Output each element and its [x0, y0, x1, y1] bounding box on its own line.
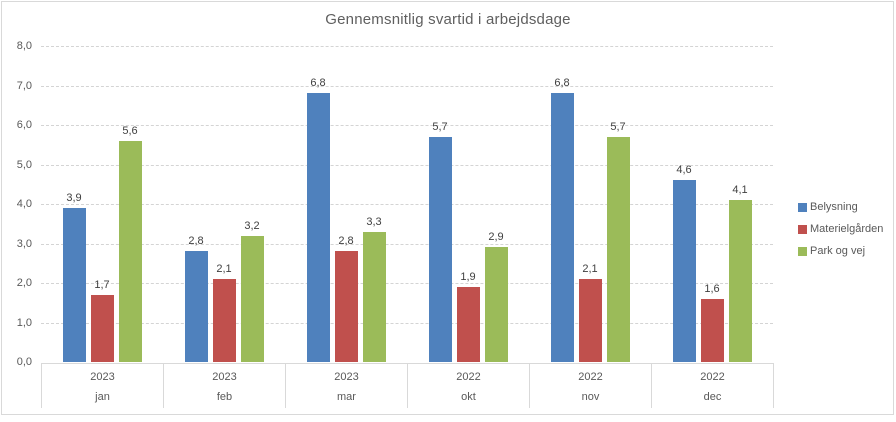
gridline	[41, 85, 773, 87]
bar-value-label: 3,3	[366, 215, 382, 228]
category-month-label: jan	[95, 391, 110, 403]
bar-value-label: 4,6	[676, 164, 692, 177]
legend-label: Materielgården	[810, 223, 884, 235]
gridline	[41, 322, 773, 324]
gridline	[41, 164, 773, 166]
bar-belysning	[672, 180, 696, 362]
category-year-label: 2023	[334, 371, 359, 383]
chart-title: Gennemsnitlig svartid i arbejdsdage	[325, 11, 571, 28]
bar-value-label: 2,1	[216, 263, 232, 276]
gridline	[41, 283, 773, 284]
y-axis-tick-label: 3,0	[16, 237, 32, 250]
gridline	[41, 125, 773, 126]
x-axis-category: 2023 mar	[286, 364, 408, 408]
category-month-label: nov	[581, 391, 600, 403]
bar-value-label: 5,7	[610, 120, 626, 133]
category-year-label: 2022	[700, 371, 725, 383]
y-axis-tick-label: 0,0	[16, 356, 32, 368]
bar-belysning	[428, 136, 452, 362]
legend-color-swatch	[798, 202, 807, 212]
y-axis-tick-label: 2,0	[16, 277, 32, 289]
bar-belysning	[306, 93, 330, 362]
bar-value-label: 5,6	[122, 124, 138, 137]
bar-materielg-rden	[212, 279, 236, 362]
bar-value-label: 1,7	[94, 278, 110, 291]
bar-value-label: 4,1	[732, 184, 748, 197]
bar-value-label: 2,9	[488, 231, 504, 244]
bar-park-og-vej	[240, 235, 264, 362]
plot-area: 3,9 2,8 6,8 5,7 6,8 4,6 1,7 2,1 2,8 1,9 2,1 1,6 5,6 3…	[41, 46, 773, 362]
bar-value-label: 3,9	[66, 191, 82, 204]
bar-materielg-rden	[700, 298, 724, 362]
x-axis-category: 2022 dec	[652, 364, 774, 408]
bar-materielg-rden	[578, 279, 602, 362]
x-axis: 2023 jan 2023 feb 2023 mar 2022 okt 2022 nov 2022 d…	[41, 363, 774, 408]
category-month-label: mar	[337, 391, 356, 403]
bar-park-og-vej	[484, 247, 508, 362]
legend-label: Belysning	[810, 201, 858, 213]
bar-park-og-vej	[728, 200, 752, 362]
x-axis-category: 2023 feb	[164, 364, 286, 408]
bar-value-label: 6,8	[310, 77, 326, 90]
y-axis-tick-label: 5,0	[16, 158, 32, 171]
bar-belysning	[184, 251, 208, 362]
y-axis-tick-label: 8,0	[16, 40, 32, 52]
category-month-label: feb	[216, 391, 233, 403]
y-axis-tick-label: 1,0	[16, 316, 32, 329]
bar-materielg-rden	[334, 251, 358, 362]
bar-value-label: 5,7	[432, 120, 448, 133]
bar-park-og-vej	[606, 136, 630, 362]
legend-item: Park og vej	[798, 244, 883, 258]
category-month-label: okt	[461, 391, 476, 403]
legend-label: Park og vej	[810, 245, 866, 257]
bar-park-og-vej	[118, 140, 142, 362]
legend-color-swatch	[798, 224, 807, 234]
bar-belysning	[550, 93, 574, 362]
legend-item: Materielgården	[798, 222, 883, 236]
y-axis-tick-label: 6,0	[16, 119, 32, 131]
bar-belysning	[62, 207, 86, 362]
bar-value-label: 2,1	[582, 263, 598, 276]
legend: Belysning Materielgården Park og vej	[798, 200, 883, 266]
bar-materielg-rden	[456, 286, 480, 362]
y-axis-tick-label: 4,0	[16, 198, 32, 210]
category-year-label: 2022	[578, 371, 603, 383]
bar-materielg-rden	[90, 294, 114, 362]
category-year-label: 2023	[90, 371, 115, 383]
legend-color-swatch	[798, 246, 807, 256]
category-year-label: 2023	[212, 371, 237, 383]
bar-park-og-vej	[362, 231, 386, 362]
bar-value-label: 1,9	[460, 270, 476, 283]
gridline	[41, 46, 773, 47]
bar-value-label: 1,6	[704, 282, 720, 295]
category-month-label: dec	[703, 391, 722, 403]
bar-value-label: 3,2	[244, 219, 260, 232]
legend-item: Belysning	[798, 200, 883, 214]
gridline	[41, 243, 773, 245]
x-axis-category: 2022 okt	[408, 364, 530, 408]
y-axis-tick-label: 7,0	[16, 79, 32, 92]
category-year-label: 2022	[456, 371, 481, 383]
bar-value-label: 2,8	[338, 235, 354, 248]
x-axis-category: 2023 jan	[41, 364, 164, 408]
x-axis-category: 2022 nov	[530, 364, 652, 408]
gridline	[41, 204, 773, 205]
bar-value-label: 2,8	[188, 235, 204, 248]
bar-value-label: 6,8	[554, 77, 570, 90]
